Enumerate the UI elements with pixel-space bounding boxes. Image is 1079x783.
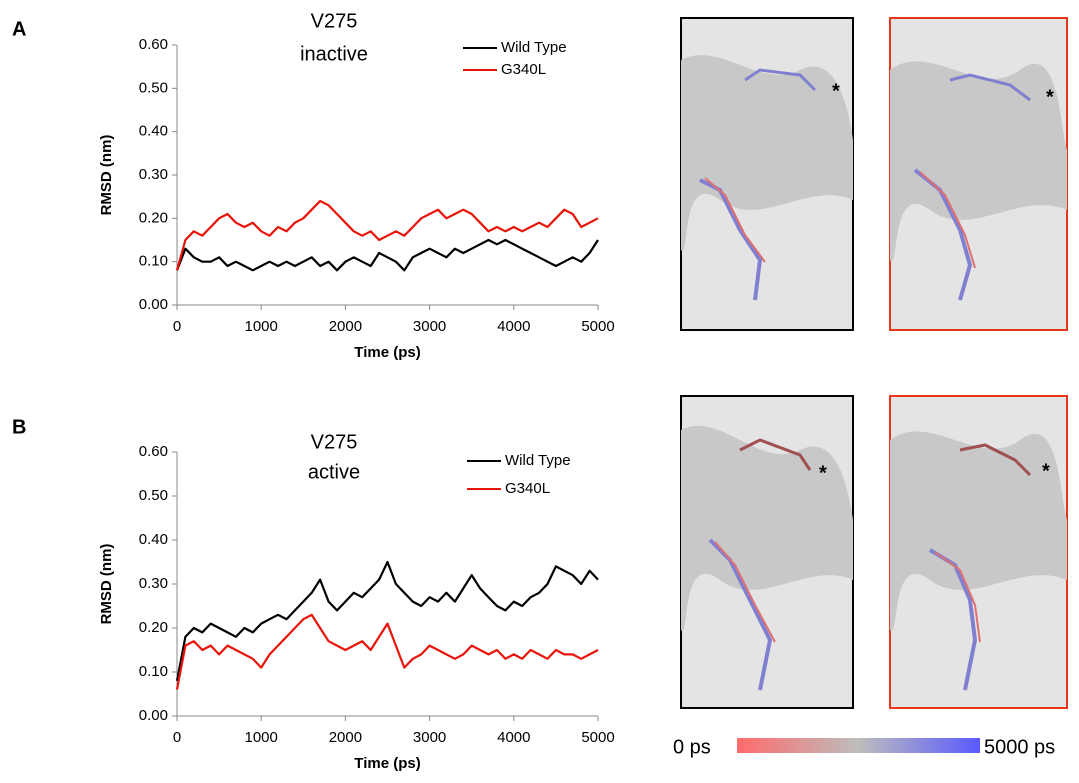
x-tick-label: 1000 bbox=[245, 729, 278, 746]
legend-label: Wild Type bbox=[501, 39, 567, 56]
structure-image bbox=[889, 395, 1068, 709]
x-tick-label: 2000 bbox=[329, 729, 362, 746]
x-tick-label: 0 bbox=[173, 318, 181, 335]
x-tick-label: 1000 bbox=[245, 318, 278, 335]
legend-label: G340L bbox=[505, 480, 550, 497]
y-tick-label: 0.40 bbox=[139, 123, 168, 140]
y-tick-label: 0.30 bbox=[139, 166, 168, 183]
y-axis-label: RMSD (nm) bbox=[98, 135, 115, 216]
series-line bbox=[175, 199, 599, 271]
y-tick-label: 0.40 bbox=[139, 531, 168, 548]
chart-title: V275 bbox=[311, 431, 358, 453]
x-tick-label: 5000 bbox=[581, 318, 614, 335]
structure-images bbox=[680, 17, 1068, 709]
x-tick-label: 0 bbox=[173, 729, 181, 746]
y-tick-label: 0.30 bbox=[139, 575, 168, 592]
structure-marker: * bbox=[832, 80, 840, 102]
structure-marker: * bbox=[1042, 460, 1050, 482]
structure-marker: * bbox=[819, 462, 827, 484]
y-tick-label: 0.10 bbox=[139, 253, 168, 270]
chart-subtitle: active bbox=[308, 461, 360, 483]
series-line bbox=[175, 560, 599, 682]
y-tick-label: 0.20 bbox=[139, 619, 168, 636]
y-tick-label: 0.20 bbox=[139, 209, 168, 226]
legend-label: G340L bbox=[501, 61, 546, 78]
panel-label: B bbox=[12, 416, 26, 438]
series-line bbox=[175, 613, 599, 690]
y-tick-label: 0.60 bbox=[139, 443, 168, 460]
y-tick-label: 0.00 bbox=[139, 296, 168, 313]
x-tick-label: 4000 bbox=[497, 729, 530, 746]
structure-image bbox=[889, 17, 1068, 331]
structure-image bbox=[680, 395, 854, 709]
y-tick-label: 0.00 bbox=[139, 707, 168, 724]
colorbar bbox=[737, 738, 980, 753]
y-axis-label: RMSD (nm) bbox=[98, 544, 115, 625]
x-axis-label: Time (ps) bbox=[354, 755, 420, 772]
series-line bbox=[175, 238, 599, 272]
colorbar-label: 0 ps bbox=[673, 736, 711, 758]
structure-marker: * bbox=[1046, 86, 1054, 108]
panel-label: A bbox=[12, 18, 26, 40]
chart-subtitle: inactive bbox=[300, 43, 368, 65]
structure-image bbox=[680, 17, 854, 331]
chart-title: V275 bbox=[311, 10, 358, 32]
y-tick-label: 0.50 bbox=[139, 487, 168, 504]
x-axis-label: Time (ps) bbox=[354, 344, 420, 361]
x-tick-label: 2000 bbox=[329, 318, 362, 335]
x-tick-label: 5000 bbox=[581, 729, 614, 746]
x-tick-label: 3000 bbox=[413, 729, 446, 746]
y-tick-label: 0.50 bbox=[139, 79, 168, 96]
legend-label: Wild Type bbox=[505, 452, 571, 469]
x-tick-label: 3000 bbox=[413, 318, 446, 335]
y-tick-label: 0.60 bbox=[139, 36, 168, 53]
y-tick-label: 0.10 bbox=[139, 663, 168, 680]
x-tick-label: 4000 bbox=[497, 318, 530, 335]
colorbar-label: 5000 ps bbox=[984, 736, 1055, 758]
